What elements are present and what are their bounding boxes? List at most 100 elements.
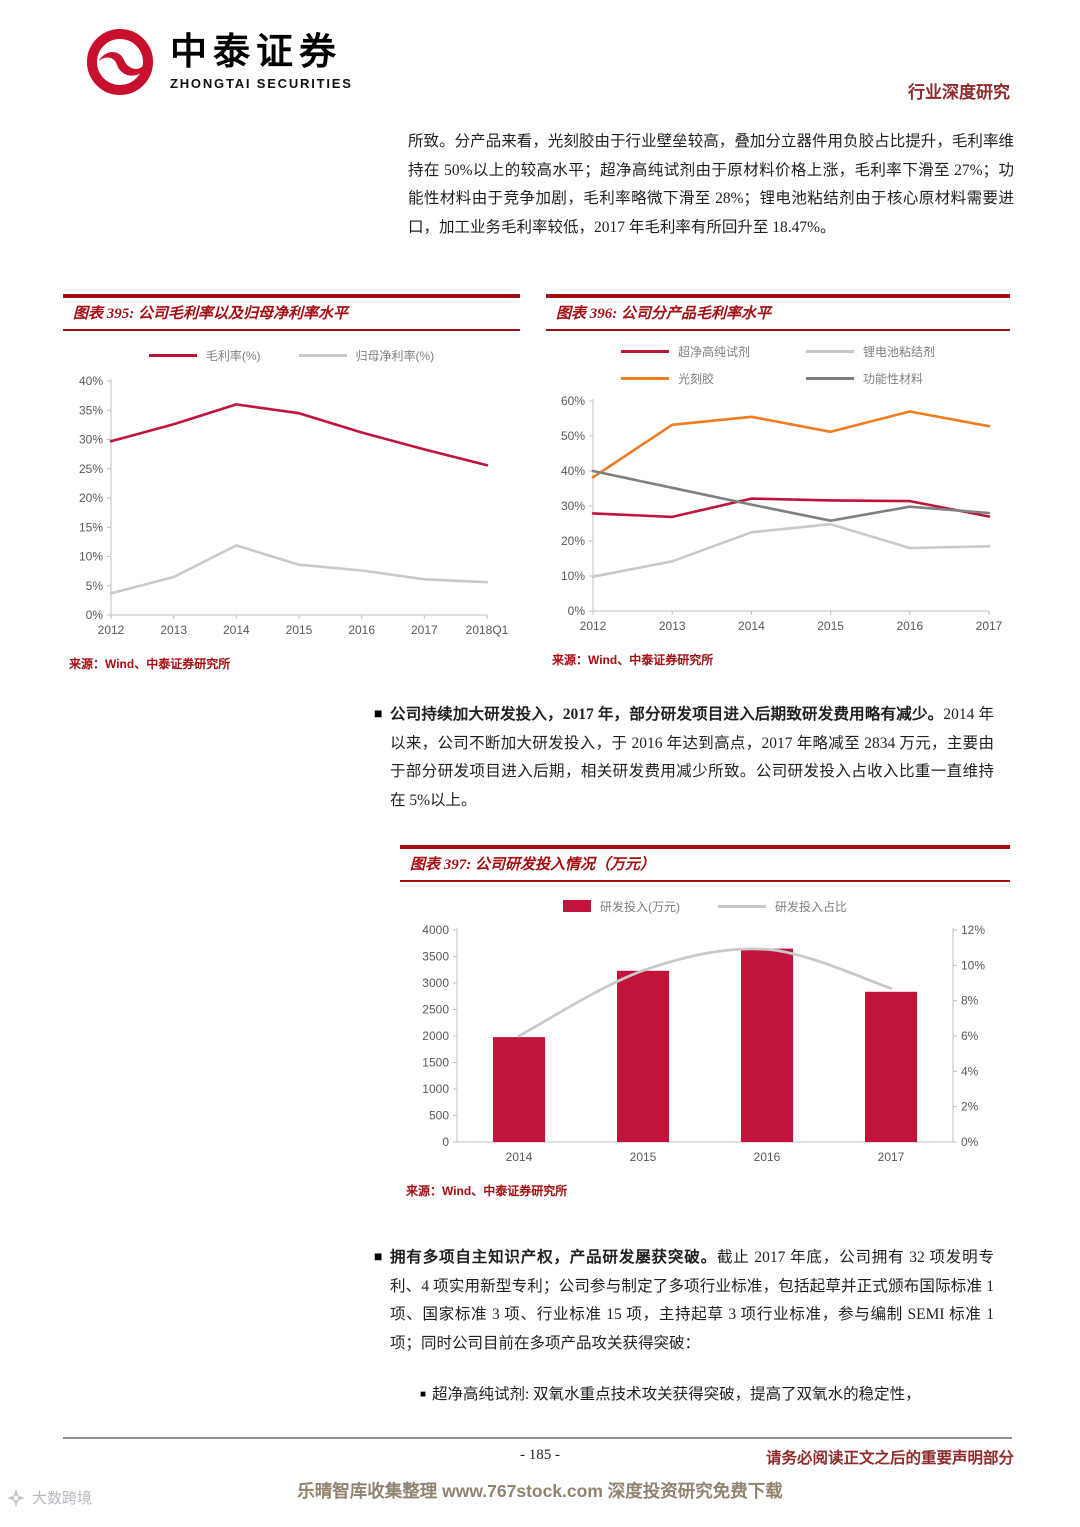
legend-line-swatch <box>806 350 854 353</box>
svg-text:4000: 4000 <box>422 923 449 937</box>
footer-divider <box>63 1437 1012 1439</box>
svg-text:30%: 30% <box>561 499 585 513</box>
figure-396-title: 图表 396: 公司分产品毛利率水平 <box>546 294 1010 331</box>
brand-name-en: ZHONGTAI SECURITIES <box>170 75 353 91</box>
svg-text:2014: 2014 <box>506 1150 533 1164</box>
legend-label: 功能性材料 <box>863 372 924 386</box>
bar-series <box>493 948 918 1142</box>
watermark-logo-icon <box>7 1488 25 1507</box>
sub-bullet-text: 超净高纯试剂: 双氧水重点技术攻关获得突破，提高了双氧水的稳定性， <box>432 1386 921 1403</box>
legend-line-swatch <box>148 353 197 357</box>
zhongtai-logo-icon <box>87 29 153 95</box>
legend-label: 研发投入占比 <box>774 899 847 914</box>
legend-label: 毛利率(%) <box>205 348 261 363</box>
svg-text:10%: 10% <box>78 550 102 564</box>
svg-text:2%: 2% <box>961 1100 979 1114</box>
legend-bar-swatch <box>562 900 591 912</box>
figure-397: 图表 397: 公司研发投入情况（万元） 研发投入(万元) 研发投入占比 0 500… <box>400 845 1010 1199</box>
svg-text:3000: 3000 <box>422 976 449 990</box>
figure-396: 图表 396: 公司分产品毛利率水平 超净高纯试剂 锂电池粘结剂 光刻胶 功能性材料 … <box>546 294 1010 672</box>
figure-396-legend: 超净高纯试剂 锂电池粘结剂光刻胶 功能性材料 <box>546 343 1010 387</box>
svg-text:2012: 2012 <box>97 623 124 637</box>
svg-text:2000: 2000 <box>422 1029 449 1043</box>
legend-item: 归母净利率(%) <box>298 347 435 364</box>
figure-397-legend: 研发投入(万元) 研发投入占比 <box>400 896 1010 916</box>
svg-text:2015: 2015 <box>817 619 844 633</box>
brand-name-cn: 中泰证券 <box>170 31 342 73</box>
sub-bullet-reagent: ■ 超净高纯试剂: 双氧水重点技术攻关获得突破，提高了双氧水的稳定性， <box>420 1381 998 1409</box>
watermark: 大数跨境 <box>6 1487 92 1508</box>
bullet-rd-investment: ■ 公司持续加大研发投入，2017 年，部分研发项目进入后期致研发费用略有减少。… <box>374 701 994 815</box>
footer-promo-line: 乐晴智库收集整理 www.767stock.com 深度投资研究免费下载 <box>297 1481 783 1501</box>
svg-text:40%: 40% <box>78 374 102 388</box>
series-line-3 <box>591 469 991 522</box>
figure-396-plot: 0% 10% 20% 30% 40% 50% 60% 2012 2013 2014 2015 2016… <box>546 391 1010 641</box>
legend-line-swatch <box>806 377 854 380</box>
bullet-ip-patents-text: 拥有多项自主知识产权，产品研发屡获突破。截止 2017 年底，公司拥有 32 项… <box>390 1244 994 1358</box>
watermark-text: 大数跨境 <box>32 1490 93 1507</box>
svg-text:8%: 8% <box>961 994 979 1008</box>
svg-text:2012: 2012 <box>580 619 607 633</box>
figure-395: 图表 395: 公司毛利率以及归母净利率水平 毛利率(%) 归母净利率(%) 0%… <box>63 294 520 672</box>
legend-label: 研发投入(万元) <box>599 899 680 914</box>
bullet-rd-investment-text: 公司持续加大研发投入，2017 年，部分研发项目进入后期致研发费用略有减少。20… <box>390 701 994 815</box>
bullet-ip-patents: ■ 拥有多项自主知识产权，产品研发屡获突破。截止 2017 年底，公司拥有 32… <box>374 1244 994 1358</box>
legend-label: 锂电池粘结剂 <box>863 345 936 359</box>
svg-text:0%: 0% <box>85 608 103 622</box>
report-type-label: 行业深度研究 <box>908 83 1010 102</box>
axes: 0% 10% 20% 30% 40% 50% 60% 2012 2013 2014 2015 2016… <box>561 394 1003 633</box>
svg-text:0: 0 <box>442 1135 449 1149</box>
svg-text:2017: 2017 <box>878 1150 905 1164</box>
intro-paragraph: 所致。分产品来看，光刻胶由于行业壁垒较高，叠加分立器件用负胶占比提升，毛利率维持… <box>408 133 1014 236</box>
figure-397-source: 来源：Wind、中泰证券研究所 <box>406 1184 568 1198</box>
svg-text:0%: 0% <box>568 604 586 618</box>
report-header: 中泰证券 ZHONGTAI SECURITIES 行业深度研究 <box>84 26 1010 112</box>
svg-text:0%: 0% <box>961 1135 979 1149</box>
legend-line-swatch <box>620 377 669 380</box>
legend-line-swatch <box>298 353 347 357</box>
legend-line-swatch <box>620 350 669 353</box>
svg-text:10%: 10% <box>961 958 985 972</box>
svg-text:2017: 2017 <box>410 623 437 637</box>
svg-text:2016: 2016 <box>348 623 375 637</box>
series-line-0 <box>109 403 488 467</box>
legend-label: 光刻胶 <box>677 372 714 386</box>
legend-label: 超净高纯试剂 <box>677 345 750 359</box>
svg-text:1500: 1500 <box>422 1056 449 1070</box>
svg-text:500: 500 <box>429 1109 449 1123</box>
brand: 中泰证券 ZHONGTAI SECURITIES <box>84 26 1010 98</box>
legend-label: 归母净利率(%) <box>355 348 435 363</box>
svg-text:40%: 40% <box>561 464 585 478</box>
svg-text:25%: 25% <box>78 462 102 476</box>
svg-text:10%: 10% <box>561 569 585 583</box>
legend-item: 超净高纯试剂 <box>620 343 750 360</box>
svg-text:1000: 1000 <box>422 1082 449 1096</box>
series-line-2 <box>591 410 991 479</box>
svg-text:2018Q1: 2018Q1 <box>465 623 508 637</box>
bullet-rest: 2014 年以来，公司不断加大研发投入，于 2016 年达到高点，2017 年略… <box>390 706 994 809</box>
series-line-1 <box>591 522 991 578</box>
svg-text:2013: 2013 <box>160 623 187 637</box>
ratio-line-series <box>517 947 893 1038</box>
legend-item: 研发投入(万元) <box>562 898 680 915</box>
svg-text:3500: 3500 <box>422 950 449 964</box>
svg-text:4%: 4% <box>961 1064 979 1078</box>
figure-395-plot: 0% 5% 10% 15% 20% 25% 30% 35% 40% 2012 2013 2014 201… <box>63 369 520 645</box>
brand-text: 中泰证券 ZHONGTAI SECURITIES <box>170 31 353 91</box>
sub-bullet-marker-icon: ■ <box>420 1389 427 1400</box>
series-line-1 <box>109 544 488 595</box>
figure-397-plot: 0 500 1000 1500 2000 2500 3000 3500 4000 0% 2% 4% 6%… <box>400 920 1010 1172</box>
fig395-chart-svg: 0% 5% 10% 15% 20% 25% 30% 35% 40% 2012 2013 2014 201… <box>78 374 508 637</box>
svg-text:20%: 20% <box>561 534 585 548</box>
page-number: - 185 - <box>520 1447 560 1463</box>
svg-text:2016: 2016 <box>896 619 923 633</box>
svg-text:6%: 6% <box>961 1029 979 1043</box>
fig396-chart-svg: 0% 10% 20% 30% 40% 50% 60% 2012 2013 2014 2015 2016… <box>561 394 1003 633</box>
svg-text:2014: 2014 <box>222 623 249 637</box>
figure-395-title: 图表 395: 公司毛利率以及归母净利率水平 <box>63 294 520 331</box>
charts-row: 图表 395: 公司毛利率以及归母净利率水平 毛利率(%) 归母净利率(%) 0%… <box>63 294 1010 672</box>
svg-text:35%: 35% <box>78 403 102 417</box>
svg-text:5%: 5% <box>85 579 103 593</box>
svg-text:2017: 2017 <box>976 619 1003 633</box>
